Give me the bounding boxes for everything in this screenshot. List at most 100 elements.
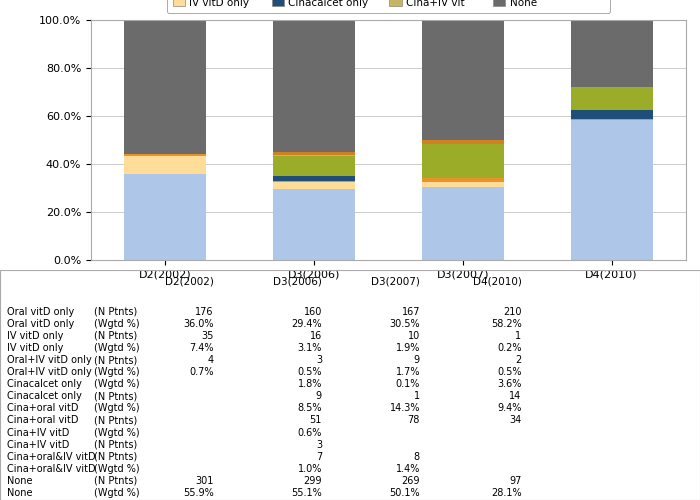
- Text: Cinacalcet only: Cinacalcet only: [7, 392, 82, 402]
- Text: 1.9%: 1.9%: [395, 343, 420, 353]
- Text: 299: 299: [304, 476, 322, 486]
- Bar: [273, 152, 355, 154]
- Bar: [570, 88, 652, 110]
- Text: Cina+IV vitD: Cina+IV vitD: [7, 428, 69, 438]
- Bar: [422, 187, 504, 260]
- Text: (N Ptnts): (N Ptnts): [94, 307, 138, 317]
- Bar: [570, 110, 652, 118]
- Text: 0.6%: 0.6%: [298, 428, 322, 438]
- Bar: [273, 154, 355, 156]
- Text: 2: 2: [515, 355, 522, 365]
- Text: 0.5%: 0.5%: [298, 367, 322, 377]
- Text: 269: 269: [402, 476, 420, 486]
- Text: Cina+oral vitD: Cina+oral vitD: [7, 416, 78, 426]
- Text: 9.4%: 9.4%: [497, 404, 522, 413]
- Text: Oral vitD only: Oral vitD only: [7, 307, 74, 317]
- Text: 0.7%: 0.7%: [189, 367, 213, 377]
- Bar: [570, 20, 652, 87]
- Text: 9: 9: [316, 392, 322, 402]
- Text: 14.3%: 14.3%: [389, 404, 420, 413]
- Text: None: None: [7, 476, 32, 486]
- Text: 3: 3: [316, 440, 322, 450]
- Text: (Wgtd %): (Wgtd %): [94, 404, 140, 413]
- Text: 1.4%: 1.4%: [395, 464, 420, 474]
- Text: 34: 34: [510, 416, 522, 426]
- Text: 55.9%: 55.9%: [183, 488, 214, 498]
- Text: 301: 301: [195, 476, 214, 486]
- Text: 58.2%: 58.2%: [491, 319, 522, 329]
- Text: D2(2002): D2(2002): [164, 277, 214, 287]
- Text: 16: 16: [309, 331, 322, 341]
- Text: (N Ptnts): (N Ptnts): [94, 355, 138, 365]
- Bar: [570, 120, 652, 260]
- Text: Oral+IV vitD only: Oral+IV vitD only: [7, 367, 92, 377]
- Text: 210: 210: [503, 307, 522, 317]
- Text: 176: 176: [195, 307, 214, 317]
- Text: 3: 3: [316, 355, 322, 365]
- Text: 1.7%: 1.7%: [395, 367, 420, 377]
- Text: IV vitD only: IV vitD only: [7, 331, 64, 341]
- Text: 97: 97: [509, 476, 522, 486]
- Bar: [125, 174, 206, 260]
- Bar: [125, 20, 206, 154]
- Text: Cinacalcet only: Cinacalcet only: [7, 380, 82, 389]
- Text: 1: 1: [414, 392, 420, 402]
- Text: (Wgtd %): (Wgtd %): [94, 428, 140, 438]
- Bar: [422, 182, 504, 187]
- Text: (N Ptnts): (N Ptnts): [94, 331, 138, 341]
- Text: 36.0%: 36.0%: [183, 319, 214, 329]
- Text: (N Ptnts): (N Ptnts): [94, 392, 138, 402]
- Text: (N Ptnts): (N Ptnts): [94, 440, 138, 450]
- Bar: [273, 182, 355, 190]
- Text: Oral vitD only: Oral vitD only: [7, 319, 74, 329]
- Text: 160: 160: [304, 307, 322, 317]
- Text: 167: 167: [402, 307, 420, 317]
- Bar: [125, 156, 206, 174]
- Text: 7.4%: 7.4%: [189, 343, 213, 353]
- Text: IV vitD only: IV vitD only: [7, 343, 64, 353]
- Bar: [570, 118, 652, 120]
- Text: 55.1%: 55.1%: [291, 488, 322, 498]
- Text: 14: 14: [510, 392, 522, 402]
- Text: 30.5%: 30.5%: [389, 319, 420, 329]
- Bar: [273, 181, 355, 182]
- Text: Cina+IV vitD: Cina+IV vitD: [7, 440, 69, 450]
- Text: Oral+IV vitD only: Oral+IV vitD only: [7, 355, 92, 365]
- Bar: [422, 178, 504, 182]
- Text: Cina+oral&IV vitD: Cina+oral&IV vitD: [7, 452, 96, 462]
- Bar: [273, 156, 355, 176]
- Text: (Wgtd %): (Wgtd %): [94, 488, 140, 498]
- Text: 4: 4: [207, 355, 214, 365]
- Bar: [273, 20, 355, 152]
- Text: 7: 7: [316, 452, 322, 462]
- Text: (N Ptnts): (N Ptnts): [94, 452, 138, 462]
- Text: (Wgtd %): (Wgtd %): [94, 367, 140, 377]
- Text: D3(2006): D3(2006): [273, 277, 322, 287]
- Bar: [422, 20, 504, 140]
- Text: 1.8%: 1.8%: [298, 380, 322, 389]
- Text: (Wgtd %): (Wgtd %): [94, 380, 140, 389]
- Bar: [273, 190, 355, 260]
- Text: Cina+oral vitD: Cina+oral vitD: [7, 404, 78, 413]
- Text: 0.5%: 0.5%: [497, 367, 522, 377]
- Text: (Wgtd %): (Wgtd %): [94, 343, 140, 353]
- Text: 8.5%: 8.5%: [298, 404, 322, 413]
- Text: D4(2010): D4(2010): [473, 277, 522, 287]
- Text: 78: 78: [407, 416, 420, 426]
- Text: 8: 8: [414, 452, 420, 462]
- Text: D3(2007): D3(2007): [371, 277, 420, 287]
- Text: 50.1%: 50.1%: [389, 488, 420, 498]
- Text: 29.4%: 29.4%: [291, 319, 322, 329]
- Text: 0.2%: 0.2%: [497, 343, 522, 353]
- Text: 1.0%: 1.0%: [298, 464, 322, 474]
- Text: Cina+oral&IV vitD: Cina+oral&IV vitD: [7, 464, 96, 474]
- Bar: [422, 140, 504, 143]
- Text: (N Ptnts): (N Ptnts): [94, 476, 138, 486]
- Text: (N Ptnts): (N Ptnts): [94, 416, 138, 426]
- Text: 3.6%: 3.6%: [497, 380, 522, 389]
- Text: 10: 10: [407, 331, 420, 341]
- Legend: Oral vitD only, IV vitD only, Oral+IV vitD only, Cinacalcet only, Cina+oral vitD: Oral vitD only, IV vitD only, Oral+IV vi…: [167, 0, 610, 13]
- Text: None: None: [7, 488, 32, 498]
- Text: 28.1%: 28.1%: [491, 488, 522, 498]
- Bar: [273, 176, 355, 181]
